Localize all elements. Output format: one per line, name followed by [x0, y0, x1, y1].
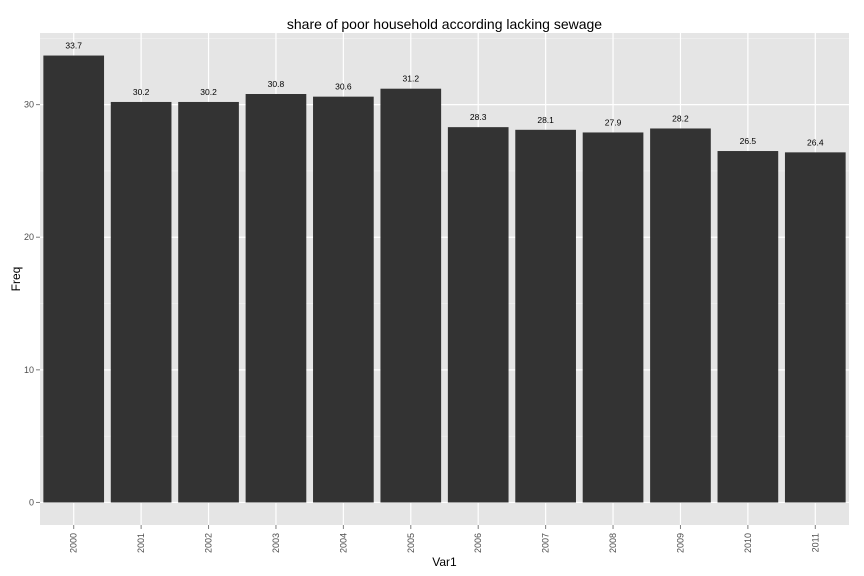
- bar: [515, 129, 576, 503]
- x-axis: 2000 2001 2002 2003 2004 2005 2006 2007 2008 2009…: [69, 525, 820, 553]
- x-tick-label: 2011: [810, 533, 820, 552]
- data-label: 30.2: [133, 87, 150, 97]
- data-label: 26.5: [740, 136, 757, 146]
- y-tick-label: 20: [24, 232, 34, 242]
- bar: [110, 101, 172, 503]
- bars: [43, 55, 846, 503]
- x-tick-label: 2006: [473, 533, 483, 553]
- y-tick-label: 10: [24, 365, 34, 375]
- bar: [380, 88, 442, 503]
- x-tick-label: 2004: [338, 533, 348, 553]
- y-axis-title: Freq: [9, 267, 23, 292]
- data-label: 28.1: [537, 115, 554, 125]
- bar: [717, 151, 779, 503]
- bar: [650, 128, 711, 503]
- y-axis: 0 10 20 30: [24, 100, 40, 507]
- bar: [582, 132, 644, 503]
- x-tick-label: 2007: [541, 533, 551, 553]
- chart-title: share of poor household according lackin…: [287, 16, 602, 32]
- x-tick-label: 2005: [406, 533, 416, 553]
- data-label: 30.6: [335, 82, 352, 92]
- bar: [178, 101, 239, 503]
- bar: [447, 127, 509, 503]
- data-label: 30.8: [268, 79, 285, 89]
- data-label: 31.2: [403, 74, 420, 84]
- x-tick-label: 2010: [743, 533, 753, 553]
- data-label: 27.9: [605, 117, 622, 127]
- plot-panel: [40, 33, 849, 525]
- y-tick-label: 30: [24, 100, 34, 110]
- data-label: 26.4: [807, 137, 824, 147]
- x-tick-label: 2000: [69, 533, 79, 553]
- data-labels: 33.7 30.2 30.2 30.8 30.6 31.2 28.3 28.1 27.9 28.2…: [65, 41, 823, 148]
- data-label: 28.2: [672, 113, 689, 123]
- bar: [245, 94, 307, 503]
- bar: [313, 96, 374, 503]
- data-label: 33.7: [65, 41, 82, 51]
- bar: [784, 152, 846, 503]
- x-tick-label: 2009: [675, 533, 685, 553]
- bar: [43, 55, 105, 503]
- x-tick-label: 2002: [204, 533, 214, 553]
- data-label: 30.2: [200, 87, 217, 97]
- minor-gridlines: [40, 38, 849, 437]
- x-tick-label: 2008: [608, 533, 618, 553]
- x-axis-title: Var1: [432, 555, 457, 569]
- data-label: 28.3: [470, 112, 487, 122]
- x-tick-label: 2003: [271, 533, 281, 553]
- x-tick-label: 2001: [136, 533, 146, 553]
- y-tick-label: 0: [29, 497, 34, 507]
